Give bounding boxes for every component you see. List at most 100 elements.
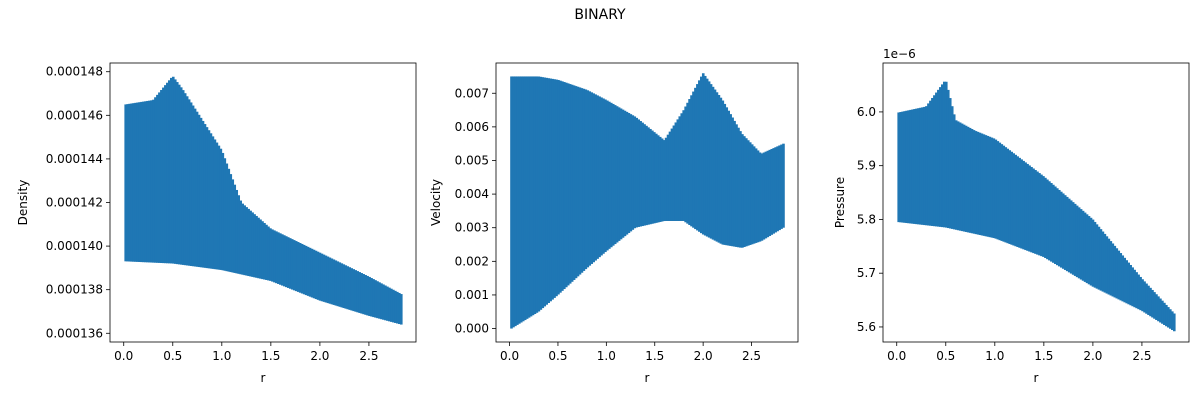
- y-axis-label: Pressure: [833, 177, 847, 228]
- data-column: [1079, 209, 1083, 280]
- y-tick-label: 0.007: [455, 86, 489, 100]
- x-tick-label: 2.5: [742, 349, 761, 363]
- data-column: [164, 85, 167, 264]
- data-column: [316, 251, 320, 300]
- data-column: [144, 101, 147, 263]
- data-column: [271, 229, 274, 282]
- data-column: [1115, 248, 1119, 299]
- data-column: [933, 95, 936, 227]
- data-column: [302, 244, 306, 295]
- data-column: [654, 133, 658, 223]
- data-column: [166, 82, 169, 264]
- data-column: [606, 100, 609, 251]
- data-column: [627, 113, 631, 233]
- data-column: [600, 97, 603, 256]
- data-column: [741, 134, 744, 248]
- data-column: [1131, 267, 1134, 307]
- data-column: [328, 257, 332, 304]
- data-column: [582, 88, 586, 271]
- data-column: [690, 95, 693, 227]
- data-column: [306, 246, 310, 296]
- y-tick-label: 0.000148: [46, 65, 103, 79]
- data-column: [1016, 156, 1019, 248]
- data-column: [625, 111, 629, 235]
- data-column: [984, 135, 988, 237]
- data-column: [678, 116, 682, 221]
- data-column: [1169, 309, 1172, 329]
- data-column: [318, 252, 322, 301]
- data-column: [658, 136, 662, 222]
- data-column: [203, 124, 207, 268]
- data-column: [1061, 193, 1065, 269]
- data-column: [631, 115, 635, 230]
- data-column: [986, 135, 990, 237]
- data-column: [1163, 302, 1166, 325]
- data-column: [551, 78, 554, 300]
- data-column: [917, 108, 920, 225]
- data-column: [1103, 233, 1107, 293]
- data-column: [1046, 179, 1049, 260]
- y-tick-label: 0.004: [455, 187, 489, 201]
- data-column: [662, 140, 666, 222]
- data-column: [586, 90, 590, 268]
- data-column: [729, 114, 732, 246]
- data-column: [758, 152, 762, 242]
- data-column: [338, 262, 342, 307]
- data-column: [1059, 191, 1063, 268]
- data-column: [925, 106, 928, 226]
- data-column: [958, 122, 962, 231]
- x-tick-label: 1.5: [1034, 349, 1053, 363]
- data-column: [275, 231, 278, 284]
- data-column: [247, 208, 250, 277]
- x-tick-label: 2.5: [359, 349, 378, 363]
- data-column: [211, 136, 215, 269]
- data-column: [1042, 176, 1045, 257]
- y-axis-label: Velocity: [429, 179, 443, 226]
- data-column: [948, 98, 952, 229]
- data-column: [651, 130, 654, 224]
- data-column: [905, 110, 908, 224]
- y-tick-label: 0.002: [455, 254, 489, 268]
- data-column: [150, 100, 153, 263]
- data-column: [308, 247, 312, 297]
- data-column: [692, 91, 695, 228]
- data-column: [251, 212, 254, 277]
- data-column: [1157, 296, 1160, 322]
- data-column: [380, 283, 383, 320]
- data-column: [292, 240, 296, 291]
- data-column: [1048, 181, 1051, 261]
- data-column: [580, 88, 584, 273]
- y-tick-label: 0.001: [455, 288, 489, 302]
- data-column: [942, 81, 946, 228]
- data-column: [332, 259, 336, 305]
- data-column: [684, 106, 687, 223]
- data-column: [899, 112, 902, 223]
- data-column: [1172, 313, 1176, 332]
- data-column: [1040, 174, 1043, 257]
- data-column: [909, 109, 912, 224]
- data-column: [901, 111, 904, 223]
- data-column: [279, 233, 282, 285]
- data-column: [568, 84, 572, 284]
- data-column: [584, 89, 588, 270]
- data-column: [907, 110, 910, 224]
- x-tick-label: 0.0: [114, 349, 133, 363]
- data-column: [1089, 217, 1093, 286]
- data-column: [541, 77, 545, 309]
- x-axis-label: r: [1034, 371, 1039, 385]
- data-column: [561, 81, 564, 291]
- data-column: [398, 292, 401, 325]
- data-column: [207, 130, 211, 269]
- data-column: [1010, 151, 1014, 245]
- data-column: [183, 93, 187, 266]
- data-column: [935, 92, 938, 227]
- data-column: [142, 101, 145, 263]
- data-column: [727, 110, 730, 246]
- data-column: [249, 210, 252, 277]
- data-column: [1028, 165, 1031, 252]
- data-column: [187, 99, 191, 266]
- data-column: [996, 141, 1000, 240]
- axis-offset-label: 1e−6: [883, 47, 916, 61]
- data-column: [336, 261, 340, 307]
- data-column: [653, 132, 656, 224]
